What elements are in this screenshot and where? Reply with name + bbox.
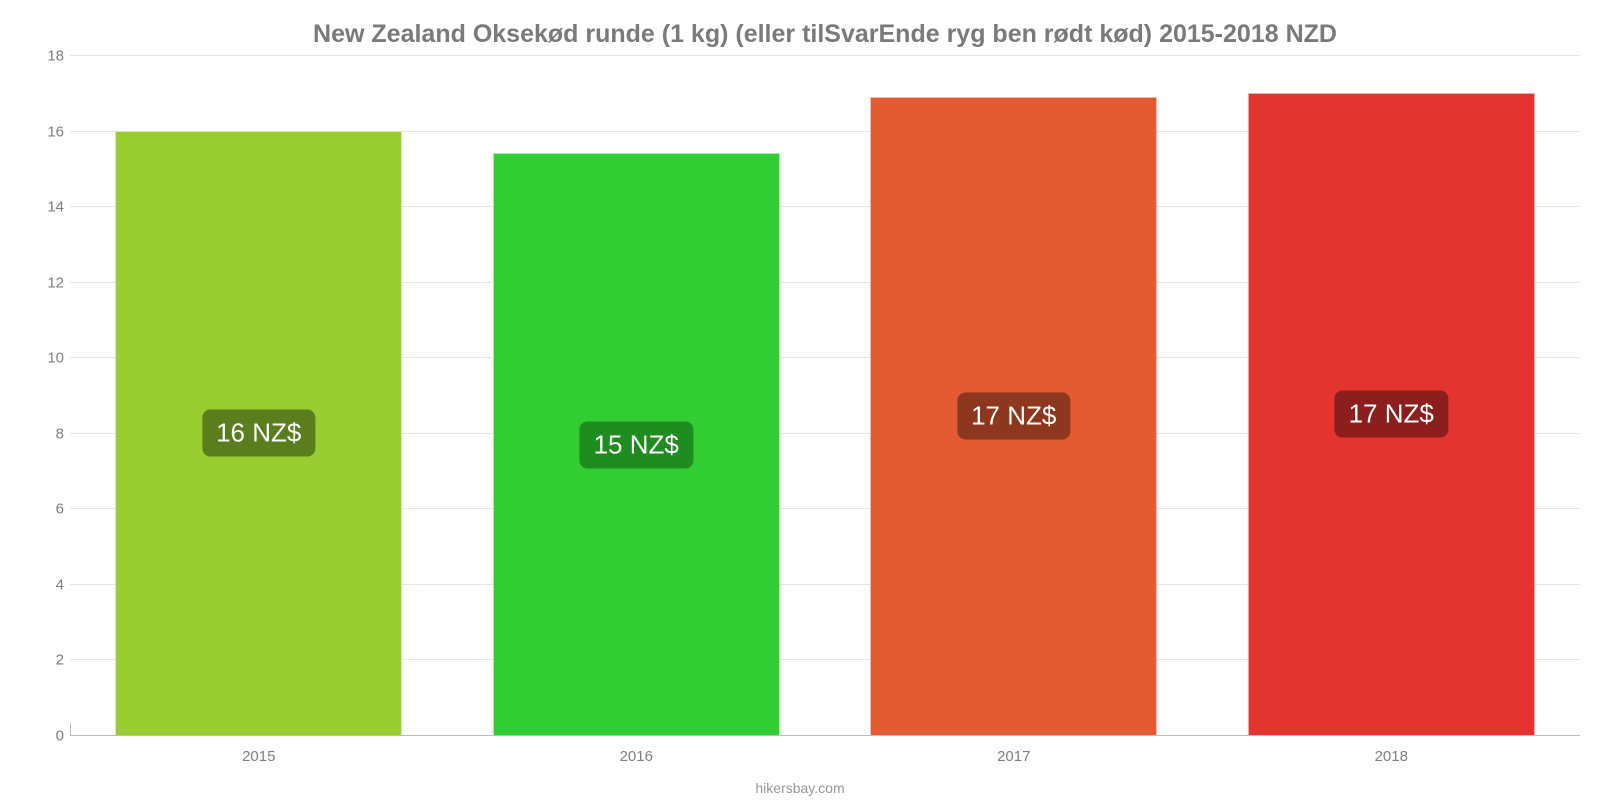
bar: 15 NZ$ (493, 153, 780, 735)
bar-slot: 16 NZ$ (70, 55, 448, 735)
x-tick-label: 2017 (825, 748, 1203, 765)
y-axis-baseline-tick (70, 723, 71, 735)
y-tick-label: 0 (24, 728, 64, 745)
y-tick-label: 8 (24, 425, 64, 442)
bar-value-badge: 16 NZ$ (202, 410, 315, 457)
y-tick-label: 14 (24, 199, 64, 216)
y-tick-label: 18 (24, 48, 64, 65)
attribution-text: hikersbay.com (0, 780, 1600, 796)
bar: 17 NZ$ (1248, 93, 1535, 735)
bar-value-badge: 17 NZ$ (957, 393, 1070, 440)
x-tick-label: 2015 (70, 748, 448, 765)
x-axis: 2015201620172018 (70, 748, 1580, 765)
bar-slot: 17 NZ$ (1203, 55, 1581, 735)
chart-container: New Zealand Oksekød runde (1 kg) (eller … (0, 0, 1600, 800)
plot-area: 024681012141618 16 NZ$15 NZ$17 NZ$17 NZ$… (70, 55, 1580, 735)
y-tick-label: 4 (24, 576, 64, 593)
bar-slot: 15 NZ$ (448, 55, 826, 735)
y-tick-label: 12 (24, 274, 64, 291)
y-tick-label: 10 (24, 350, 64, 367)
x-tick-label: 2018 (1203, 748, 1581, 765)
y-tick-label: 16 (24, 123, 64, 140)
y-tick-label: 6 (24, 501, 64, 518)
chart-title: New Zealand Oksekød runde (1 kg) (eller … (70, 20, 1580, 49)
y-tick-label: 2 (24, 652, 64, 669)
bar-slot: 17 NZ$ (825, 55, 1203, 735)
grid-line: 0 (70, 735, 1580, 736)
bars-layer: 16 NZ$ 15 NZ$ 17 NZ$ 17 NZ$ (70, 55, 1580, 735)
bar-value-badge: 17 NZ$ (1335, 391, 1448, 438)
bar-value-badge: 15 NZ$ (580, 421, 693, 468)
bar: 16 NZ$ (115, 131, 402, 735)
bar: 17 NZ$ (870, 97, 1157, 735)
x-tick-label: 2016 (448, 748, 826, 765)
